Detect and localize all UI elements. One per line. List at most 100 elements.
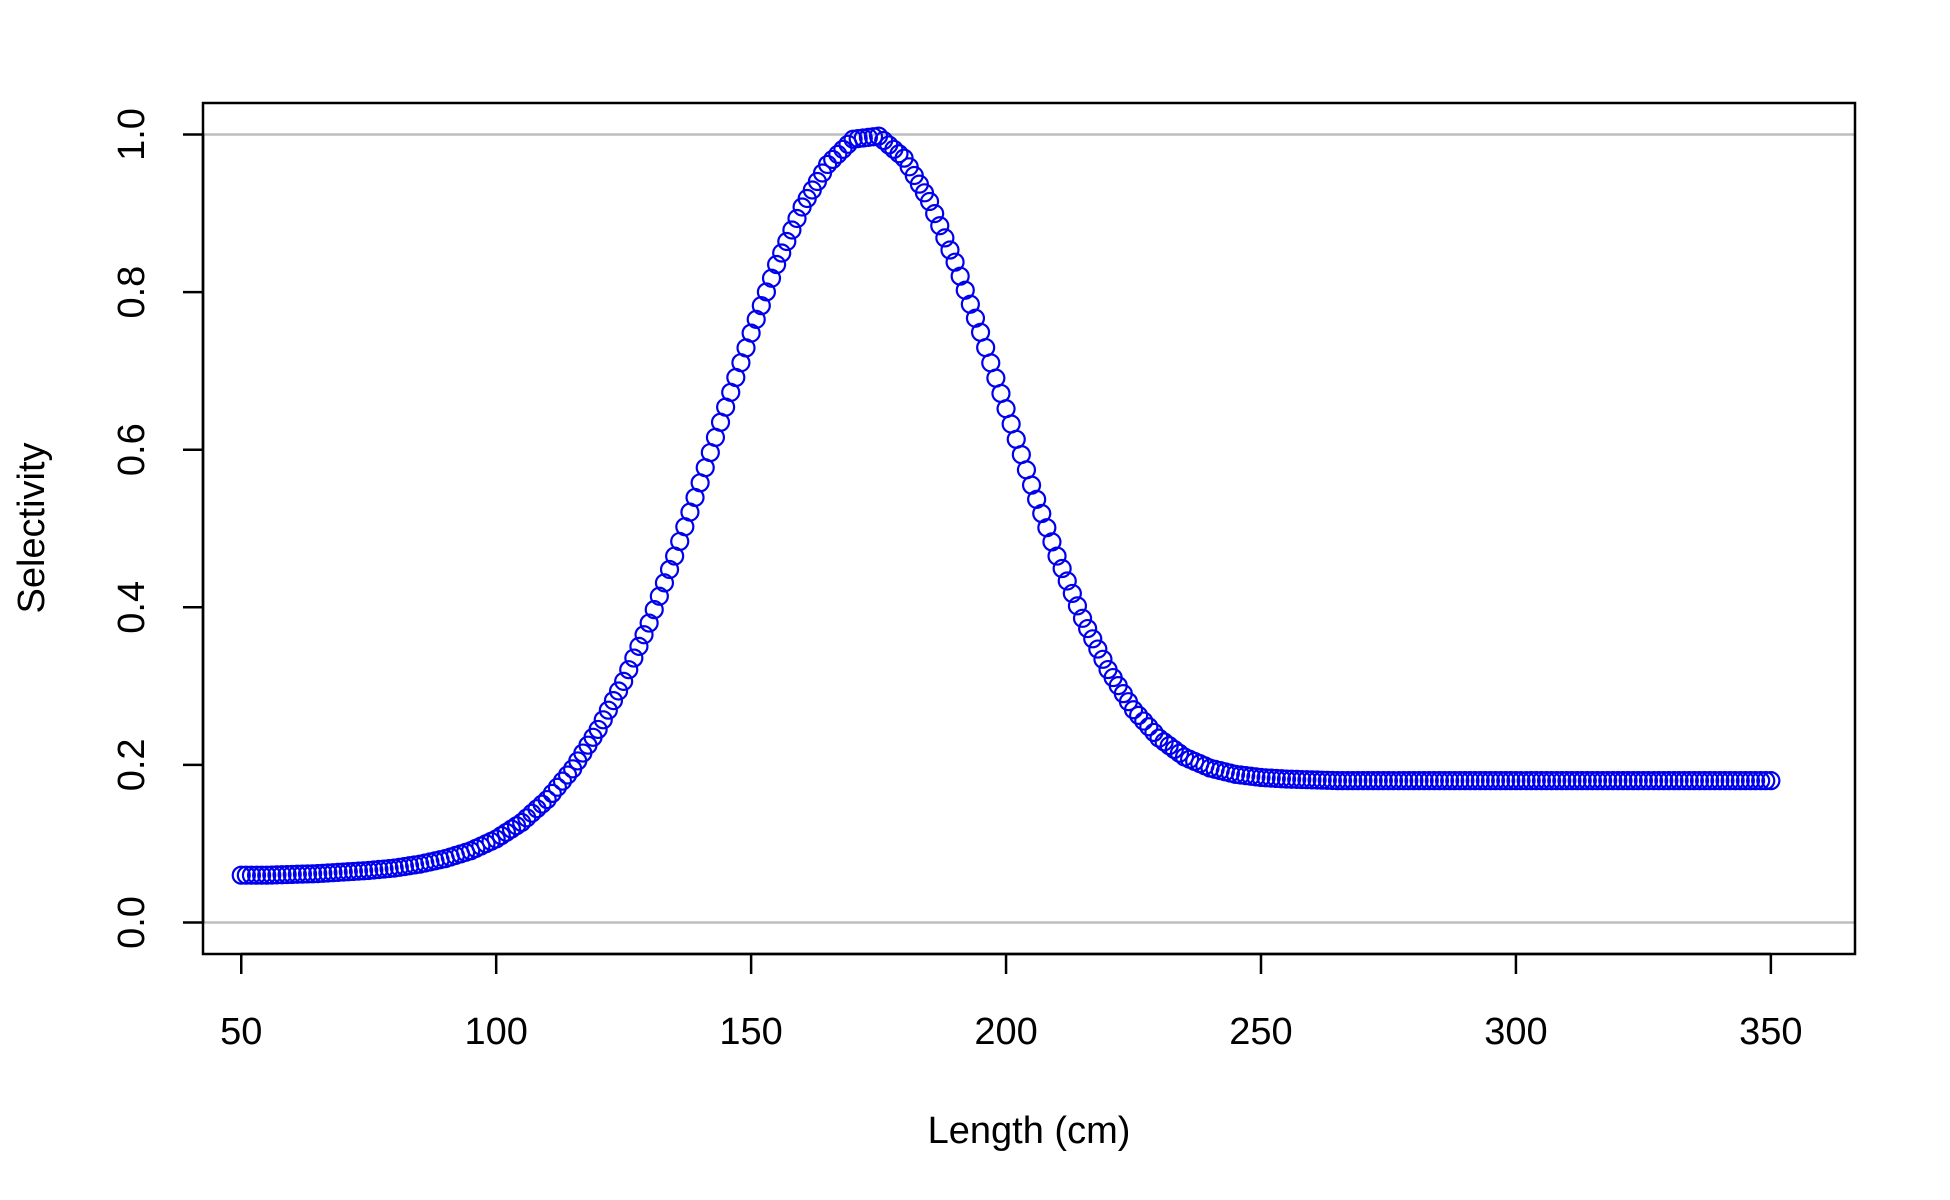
data-point [1169, 743, 1190, 763]
data-point [491, 826, 511, 846]
y-tick-label: 0.2 [111, 738, 153, 791]
data-point [1654, 771, 1674, 791]
data-point [338, 862, 358, 882]
data-point [527, 799, 547, 819]
data-point [1093, 649, 1113, 669]
data-point [236, 865, 256, 885]
data-point [1317, 770, 1337, 790]
data-point [1373, 771, 1393, 791]
data-point [1516, 771, 1536, 791]
data-point [751, 296, 771, 316]
data-point [1521, 771, 1541, 791]
x-tick-label: 100 [464, 1011, 527, 1053]
data-point [593, 710, 613, 730]
data-point [1552, 771, 1572, 791]
data-point [1434, 771, 1455, 791]
data-point [297, 864, 318, 884]
data-point [1761, 771, 1781, 791]
data-point [828, 144, 848, 164]
data-point [328, 862, 348, 882]
data-point [343, 861, 364, 882]
data-point [1572, 771, 1592, 791]
data-point [833, 139, 853, 159]
data-point [501, 819, 522, 839]
data-point [547, 777, 567, 797]
data-point [644, 600, 664, 620]
data-point [634, 625, 654, 645]
data-point [1251, 767, 1271, 788]
data-point [1271, 769, 1291, 789]
data-point [1587, 771, 1608, 791]
data-point [257, 865, 277, 885]
data-point [1327, 771, 1348, 791]
data-point [277, 864, 297, 885]
data-point [777, 231, 797, 252]
data-point [272, 865, 292, 885]
data-point [1129, 705, 1149, 726]
data-point [1404, 771, 1424, 791]
data-point [313, 863, 333, 883]
data-point [557, 765, 578, 785]
data-point [1608, 771, 1628, 791]
data-point [282, 864, 302, 885]
data-point [1429, 771, 1450, 791]
data-point [925, 204, 945, 224]
data-point [1338, 771, 1358, 791]
data-point [1287, 769, 1307, 789]
data-point [1745, 771, 1766, 791]
data-point [1389, 771, 1409, 791]
data-point [1057, 571, 1077, 591]
data-point [1378, 771, 1399, 791]
data-point [1740, 771, 1761, 791]
data-point [1526, 771, 1546, 791]
data-point [1623, 771, 1643, 791]
y-tick-label: 0.0 [111, 896, 153, 949]
data-point [354, 861, 374, 881]
data-point [1562, 771, 1582, 791]
data-point [1485, 771, 1506, 791]
data-point [252, 865, 272, 885]
y-tick-label: 1.0 [111, 108, 153, 161]
data-point [1751, 771, 1771, 791]
data-point [1598, 771, 1618, 791]
data-point [348, 861, 369, 881]
y-axis-title: Selectivity [11, 442, 53, 613]
data-point [1419, 771, 1439, 791]
data-point [1409, 771, 1429, 791]
data-point [741, 323, 761, 343]
data-point [1123, 700, 1144, 720]
data-point [1394, 771, 1414, 791]
data-point [1582, 771, 1603, 791]
data-point [1047, 546, 1067, 566]
data-point [1577, 771, 1597, 791]
data-point [262, 865, 282, 885]
data-point [1332, 771, 1353, 791]
data-point [1664, 771, 1684, 791]
data-point [1567, 771, 1587, 791]
data-point [654, 573, 675, 593]
data-point [552, 771, 573, 791]
data-point [537, 789, 557, 810]
data-point [1368, 771, 1388, 791]
data-point [879, 135, 899, 155]
data-point [1083, 629, 1103, 649]
data-point [1694, 771, 1715, 791]
data-point [823, 149, 843, 170]
data-point [1266, 768, 1286, 789]
data-point [532, 794, 552, 814]
data-point [1501, 771, 1521, 791]
y-tick-label: 0.8 [111, 266, 153, 319]
data-point [629, 636, 649, 656]
data-point [1603, 771, 1623, 791]
data-point [1144, 722, 1164, 743]
data-point [1072, 608, 1093, 628]
data-point [287, 864, 307, 884]
data-point [1547, 771, 1567, 791]
data-point [1256, 768, 1276, 788]
data-point [1399, 771, 1419, 791]
data-point [756, 282, 777, 302]
data-point [1735, 771, 1755, 791]
data-point [1725, 771, 1745, 791]
data-point [588, 719, 608, 740]
